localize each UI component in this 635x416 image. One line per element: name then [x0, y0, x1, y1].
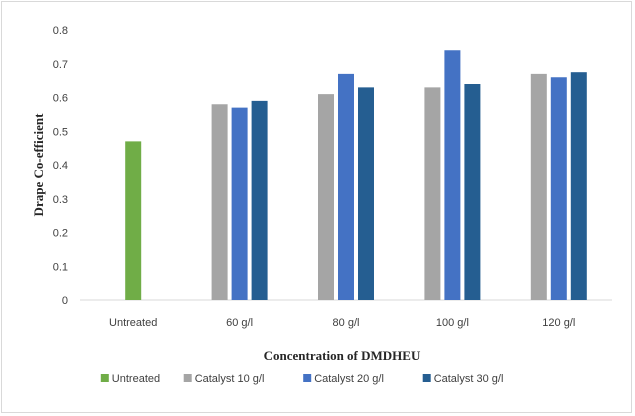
y-tick-label: 0 [62, 295, 68, 307]
bar-catalyst-30-g-l-4 [570, 72, 587, 300]
x-tick-label: 60 g/l [226, 317, 253, 329]
y-tick-label: 0.7 [53, 59, 68, 71]
y-tick-label: 0.4 [53, 160, 68, 172]
bar-catalyst-30-g-l-3 [464, 84, 481, 300]
x-tick-label: 80 g/l [333, 317, 360, 329]
y-tick-label: 0.8 [53, 25, 68, 37]
bar-catalyst-30-g-l-2 [358, 87, 374, 300]
legend: Untreated Catalyst 10 g/l Catalyst 20 g/l C… [100, 373, 504, 385]
bar-untreated-0 [125, 141, 142, 300]
legend-label: Catalyst 20 g/l [314, 373, 384, 385]
legend-swatch [183, 374, 192, 382]
legend-label: Untreated [112, 373, 160, 385]
y-tick-label: 0.3 [53, 194, 68, 206]
bar-catalyst-10-g-l-2 [318, 94, 334, 300]
bar-catalyst-20-g-l-1 [231, 107, 248, 300]
x-tick-label: 120 g/l [542, 317, 575, 329]
legend-swatch [422, 374, 431, 382]
y-axis-ticks: 0 0.1 0.2 0.3 0.4 0.5 0.6 0.7 0.8 [53, 25, 68, 307]
bar-catalyst-30-g-l-1 [251, 100, 268, 300]
x-axis-title: Concentration of DMDHEU [264, 348, 421, 363]
legend-label: Catalyst 30 g/l [434, 373, 504, 385]
x-tick-label: Untreated [109, 317, 157, 329]
bar-catalyst-20-g-l-3 [444, 50, 461, 300]
y-tick-label: 0.1 [53, 261, 68, 273]
bar-catalyst-20-g-l-2 [338, 73, 354, 300]
x-axis-ticks: Untreated 60 g/l 80 g/l 100 g/l 120 g/l [109, 317, 575, 329]
legend-label: Catalyst 10 g/l [195, 373, 265, 385]
bar-catalyst-10-g-l-3 [424, 87, 441, 300]
bars [125, 50, 587, 300]
y-tick-label: 0.2 [53, 228, 68, 240]
bar-catalyst-10-g-l-1 [211, 104, 228, 300]
legend-swatch [100, 374, 109, 382]
x-tick-label: 100 g/l [436, 317, 469, 329]
y-axis-title: Drape Co-efficient [31, 113, 46, 217]
y-tick-label: 0.5 [53, 126, 68, 138]
legend-swatch [303, 374, 312, 382]
bar-catalyst-20-g-l-4 [550, 77, 567, 300]
bar-catalyst-10-g-l-4 [530, 73, 547, 300]
y-tick-label: 0.6 [53, 93, 68, 105]
